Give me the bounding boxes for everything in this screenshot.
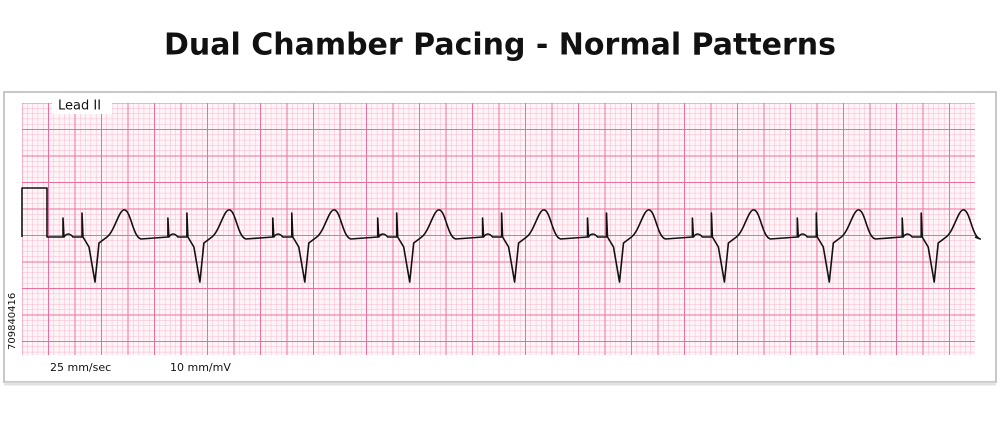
label-bg	[52, 96, 112, 114]
lead-label: Lead II	[58, 99, 101, 114]
paper-speed: 25 mm/sec	[50, 361, 111, 374]
title: Dual Chamber Pacing - Normal Patterns	[164, 28, 836, 63]
gain: 10 mm/mV	[170, 361, 231, 374]
stock-id: 709840416	[7, 293, 18, 350]
ecg-trace	[21, 187, 981, 283]
ecg-grid	[22, 103, 975, 355]
